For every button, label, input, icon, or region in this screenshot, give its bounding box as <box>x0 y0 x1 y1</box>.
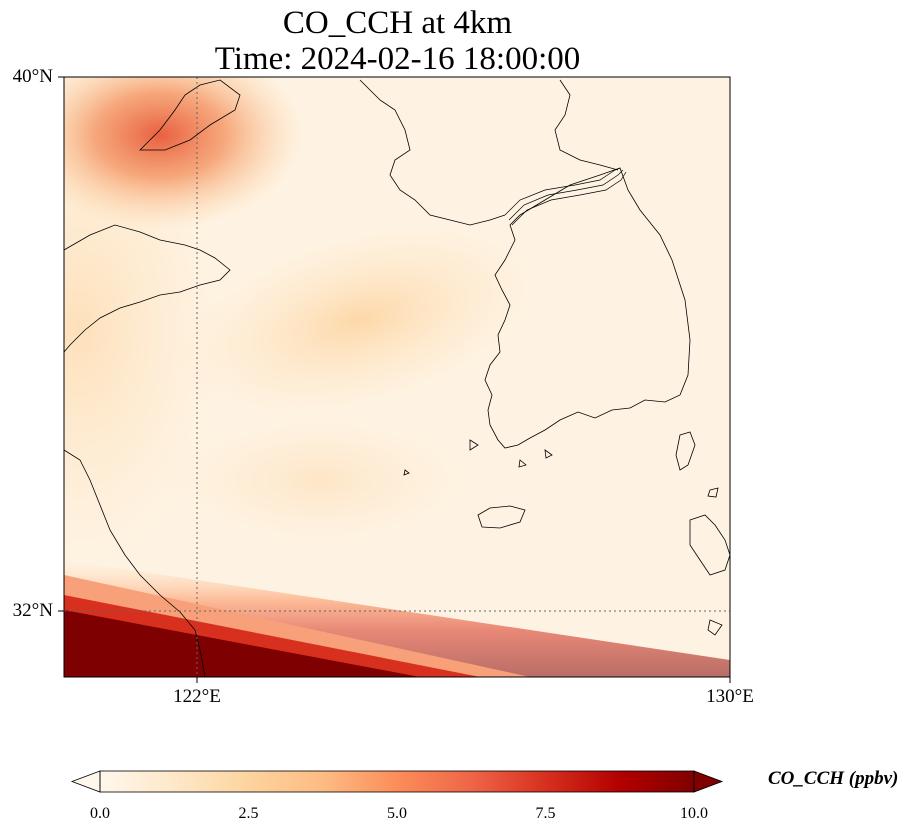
coastline-liaodong <box>64 224 231 353</box>
xtick-label-130E: 130°E <box>706 686 754 707</box>
field-south-plume <box>160 410 480 550</box>
coastline-korea-islands <box>403 439 553 476</box>
colorbar-extend-high <box>693 770 724 793</box>
colorbar-extend-low <box>70 770 101 793</box>
coastline-bohai <box>139 79 241 151</box>
colorbar <box>70 770 724 793</box>
colorbar-tick-2: 5.0 <box>387 805 407 822</box>
coastline-china-east <box>64 449 206 677</box>
coastline-japan <box>675 431 730 636</box>
colorbar-tick-4: 10.0 <box>680 805 708 822</box>
colorbar-label: CO_CCH (ppbv) <box>768 768 899 789</box>
colorbar-tick-0: 0.0 <box>90 805 110 822</box>
coastline-jeju <box>477 505 526 529</box>
coastline-dprk <box>359 79 619 226</box>
colorbar-frame <box>99 770 695 793</box>
xtick-label-122E: 122°E <box>173 686 221 707</box>
colorbar-tick-3: 7.5 <box>535 805 556 822</box>
field-central-plume <box>175 220 545 420</box>
coastline-korea <box>484 167 691 449</box>
ytick-label-32N: 32°N <box>12 600 53 621</box>
border-lines <box>504 167 627 226</box>
axis-ticks <box>58 76 731 683</box>
chart-title: CO_CCH at 4km <box>282 5 513 41</box>
ytick-label-40N: 40°N <box>12 66 53 87</box>
field-south-darkred <box>64 610 420 677</box>
co-field <box>64 77 730 677</box>
field-northwest-high <box>64 77 305 230</box>
gridlines <box>64 77 730 677</box>
colorbar-tick-1: 2.5 <box>238 805 259 822</box>
chart-subtitle: Time: 2024-02-16 18:00:00 <box>214 41 581 77</box>
map-frame <box>63 76 731 678</box>
colorbar-gradient <box>100 771 694 792</box>
coastlines <box>64 79 730 677</box>
